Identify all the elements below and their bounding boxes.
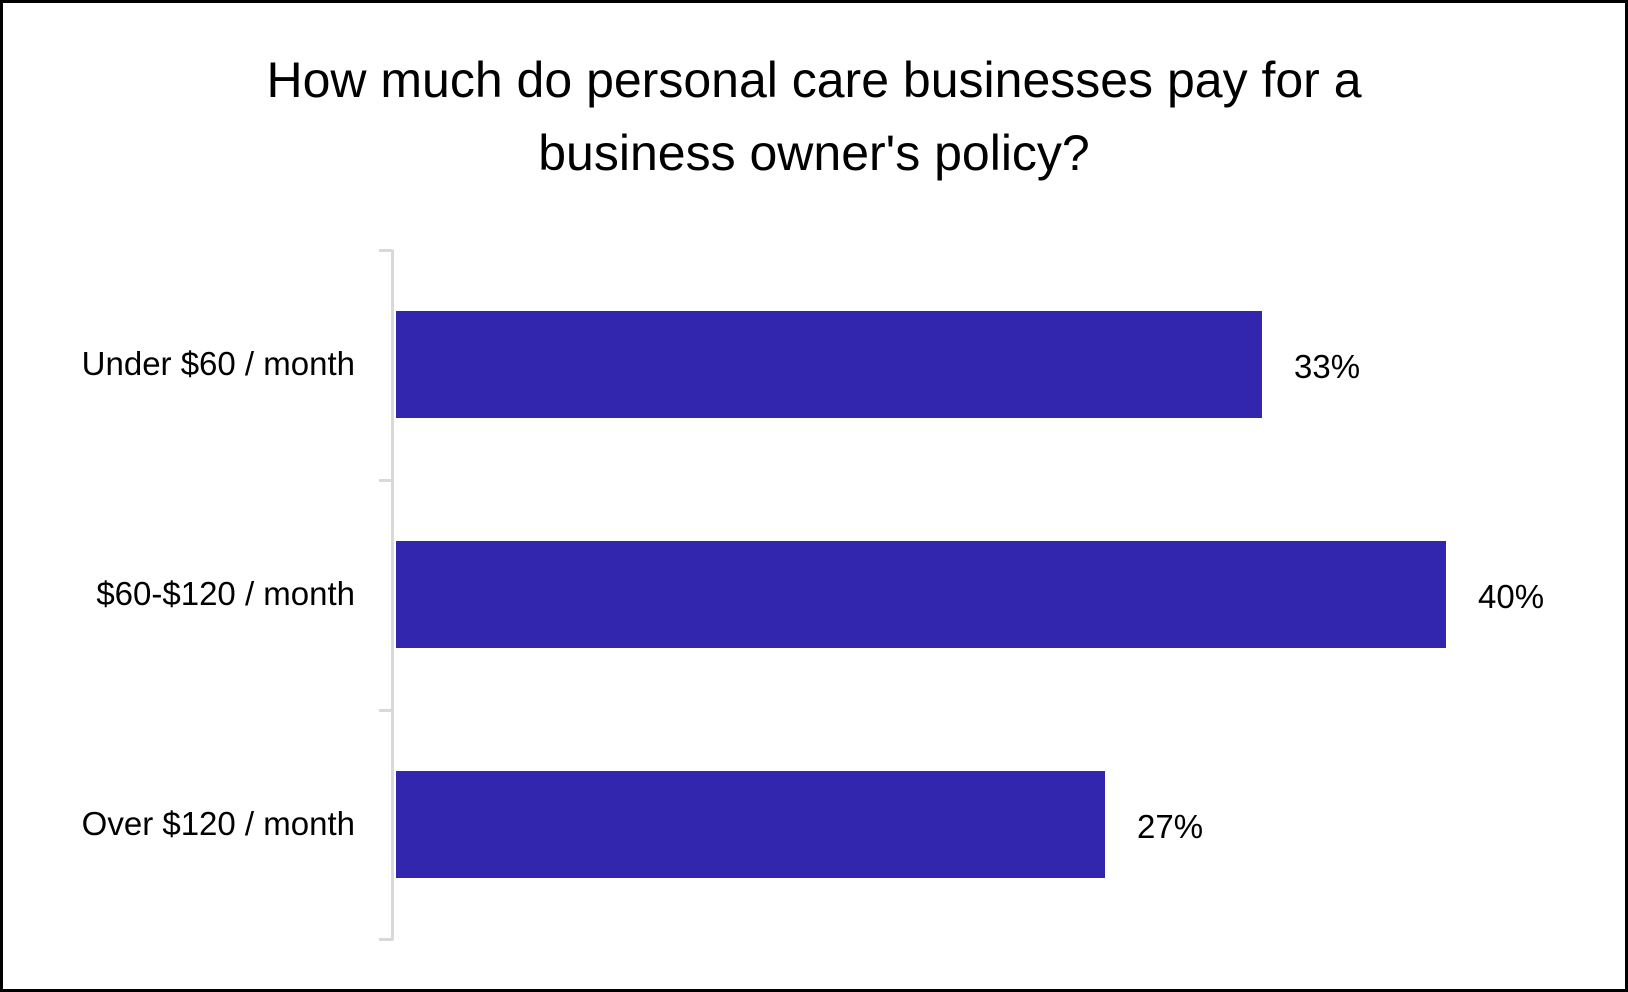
axis-tick <box>379 479 393 482</box>
chart-title: How much do personal care businesses pay… <box>0 44 1628 190</box>
bar <box>396 771 1105 878</box>
category-label: Under $60 / month <box>81 345 355 382</box>
axis-tick <box>379 249 393 252</box>
bar <box>396 311 1262 418</box>
chart-title-line-1: How much do personal care businesses pay… <box>266 52 1362 108</box>
data-label: 33% <box>1294 348 1361 385</box>
category-axis <box>391 250 394 940</box>
data-label: 40% <box>1478 578 1545 615</box>
axis-tick <box>379 709 393 712</box>
category-label: $60-$120 / month <box>96 575 355 612</box>
category-label: Over $120 / month <box>81 805 355 842</box>
bar <box>396 541 1446 648</box>
chart-title-line-2: business owner's policy? <box>538 125 1090 181</box>
axis-tick <box>379 938 393 941</box>
data-label: 27% <box>1137 808 1204 845</box>
